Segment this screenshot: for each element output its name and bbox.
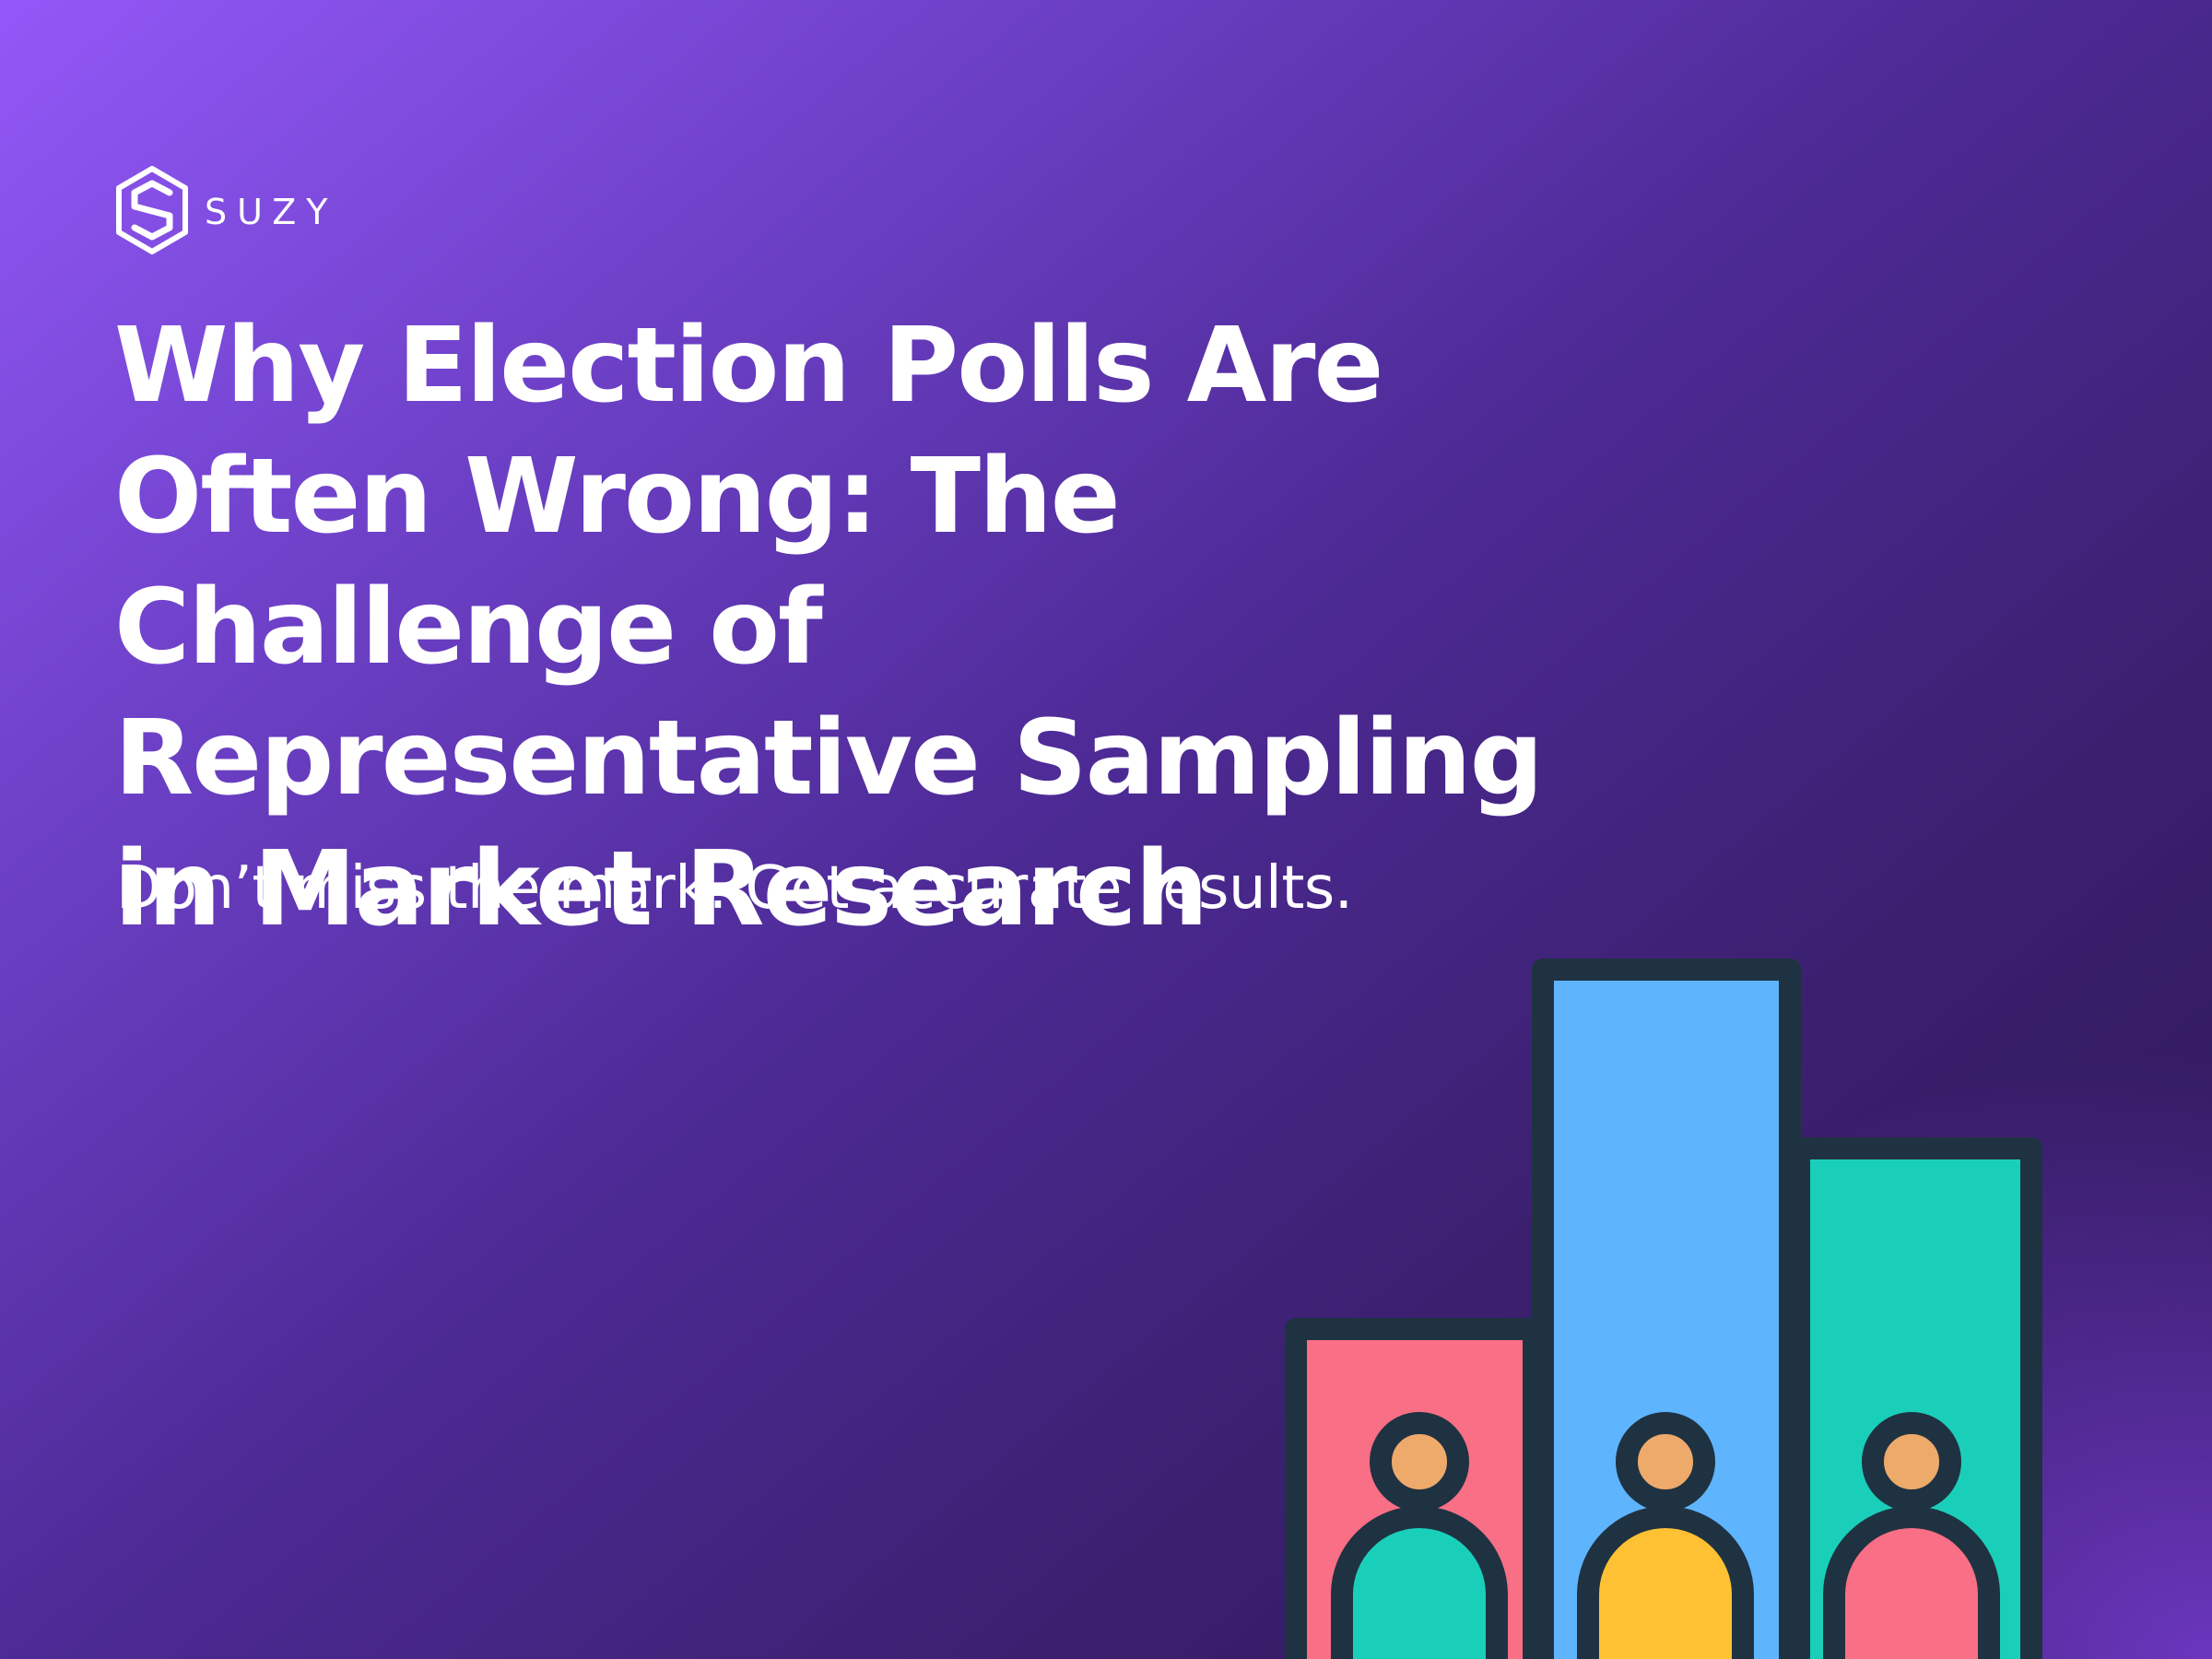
- page-subtitle: Don’t miss the mark. Get accurate result…: [116, 854, 1353, 923]
- suzy-hexagon-s-logo-icon: [116, 166, 188, 254]
- suzy-logo: SUZY: [114, 164, 338, 256]
- brand-name: SUZY: [205, 192, 338, 232]
- page-title: Why Election Polls Are Often Wrong: The …: [114, 306, 1544, 949]
- person-right-icon: [1823, 1412, 2000, 1659]
- person-left-icon: [1331, 1412, 1508, 1659]
- person-middle-icon: [1577, 1412, 1754, 1659]
